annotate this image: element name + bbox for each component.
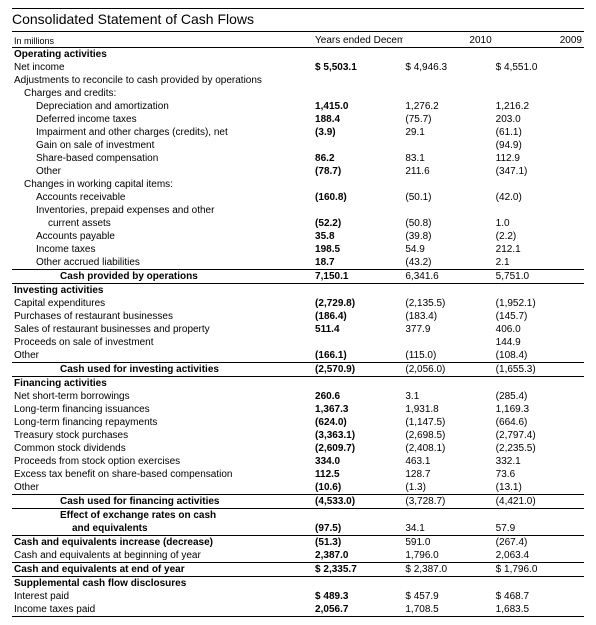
row-wc-label: Changes in working capital items: [12,178,584,191]
row-fx-1: Effect of exchange rates on cash [12,509,584,523]
row-capex: Capital expenditures(2,729.8)(2,135.5)(1… [12,297,584,310]
row-div: Common stock dividends(2,609.7)(2,408.1)… [12,442,584,455]
row-purch: Purchases of restaurant businesses(186.4… [12,310,584,323]
row-int-paid: Interest paid$ 489.3$ 457.9$ 468.7 [12,590,584,603]
row-ap: Accounts payable35.8(39.8)(2.2) [12,230,584,243]
row-sbc: Share-based compensation86.283.1112.9 [12,152,584,165]
header-row: In millions Years ended December 31, 201… [12,34,584,48]
row-ar: Accounts receivable(160.8)(50.1)(42.0) [12,191,584,204]
row-sales: Sales of restaurant businesses and prope… [12,323,584,336]
year-2010: 2010 [403,34,493,48]
row-net-income: Net income$ 5,503.1$ 4,946.3$ 4,551.0 [12,61,584,74]
row-cash-ops: Cash provided by operations7,150.16,341.… [12,270,584,284]
year-2009: 2009 [494,34,584,48]
financing-heading: Financing activities [12,377,584,391]
row-def-tax: Deferred income taxes188.4(75.7)203.0 [12,113,584,126]
years-label: Years ended December 31, 2011 [313,34,403,48]
statement-title: Consolidated Statement of Cash Flows [12,8,584,32]
row-inc-tax: Income taxes198.554.9212.1 [12,243,584,256]
row-lt-iss: Long-term financing issuances1,367.31,93… [12,403,584,416]
row-adjustments: Adjustments to reconcile to cash provide… [12,74,584,87]
investing-heading: Investing activities [12,284,584,298]
operating-heading: Operating activities [12,48,584,62]
row-proc-inv: Proceeds on sale of investment144.9 [12,336,584,349]
cashflow-table: In millions Years ended December 31, 201… [12,34,584,617]
row-inv-other: Other(166.1)(115.0)(108.4) [12,349,584,363]
row-other-op: Other(78.7)211.6(347.1) [12,165,584,178]
row-st-borrow: Net short-term borrowings260.63.1(285.4) [12,390,584,403]
row-gain-inv: Gain on sale of investment(94.9) [12,139,584,152]
row-begin: Cash and equivalents at beginning of yea… [12,549,584,563]
row-accrued: Other accrued liabilities18.7(43.2)2.1 [12,256,584,270]
row-treas: Treasury stock purchases(3,363.1)(2,698.… [12,429,584,442]
row-fx-2: and equivalents(97.5)34.157.9 [12,522,584,536]
row-cash-inv: Cash used for investing activities(2,570… [12,363,584,377]
row-lt-rep: Long-term financing repayments(624.0)(1,… [12,416,584,429]
row-inv-1: Inventories, prepaid expenses and other [12,204,584,217]
row-tax-ben: Excess tax benefit on share-based compen… [12,468,584,481]
row-tax-paid: Income taxes paid2,056.71,708.51,683.5 [12,603,584,617]
row-opt-ex: Proceeds from stock option exercises334.… [12,455,584,468]
row-cash-fin: Cash used for financing activities(4,533… [12,495,584,509]
row-inv-2: current assets(52.2)(50.8)1.0 [12,217,584,230]
row-dep-amort: Depreciation and amortization1,415.01,27… [12,100,584,113]
row-inc-dec: Cash and equivalents increase (decrease)… [12,536,584,550]
supp-heading: Supplemental cash flow disclosures [12,577,584,591]
row-charges: Charges and credits: [12,87,584,100]
row-impair: Impairment and other charges (credits), … [12,126,584,139]
row-fin-other: Other(10.6)(1.3)(13.1) [12,481,584,495]
unit-note: In millions [12,34,313,48]
